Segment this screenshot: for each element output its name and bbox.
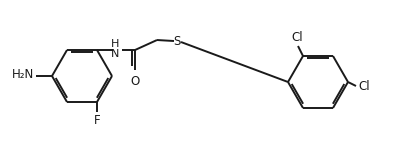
Text: H₂N: H₂N	[12, 68, 34, 81]
Text: F: F	[94, 114, 100, 127]
Text: Cl: Cl	[291, 31, 303, 44]
Text: O: O	[131, 75, 140, 88]
Text: H
N: H N	[111, 39, 119, 59]
Text: Cl: Cl	[358, 80, 370, 93]
Text: S: S	[173, 34, 181, 48]
